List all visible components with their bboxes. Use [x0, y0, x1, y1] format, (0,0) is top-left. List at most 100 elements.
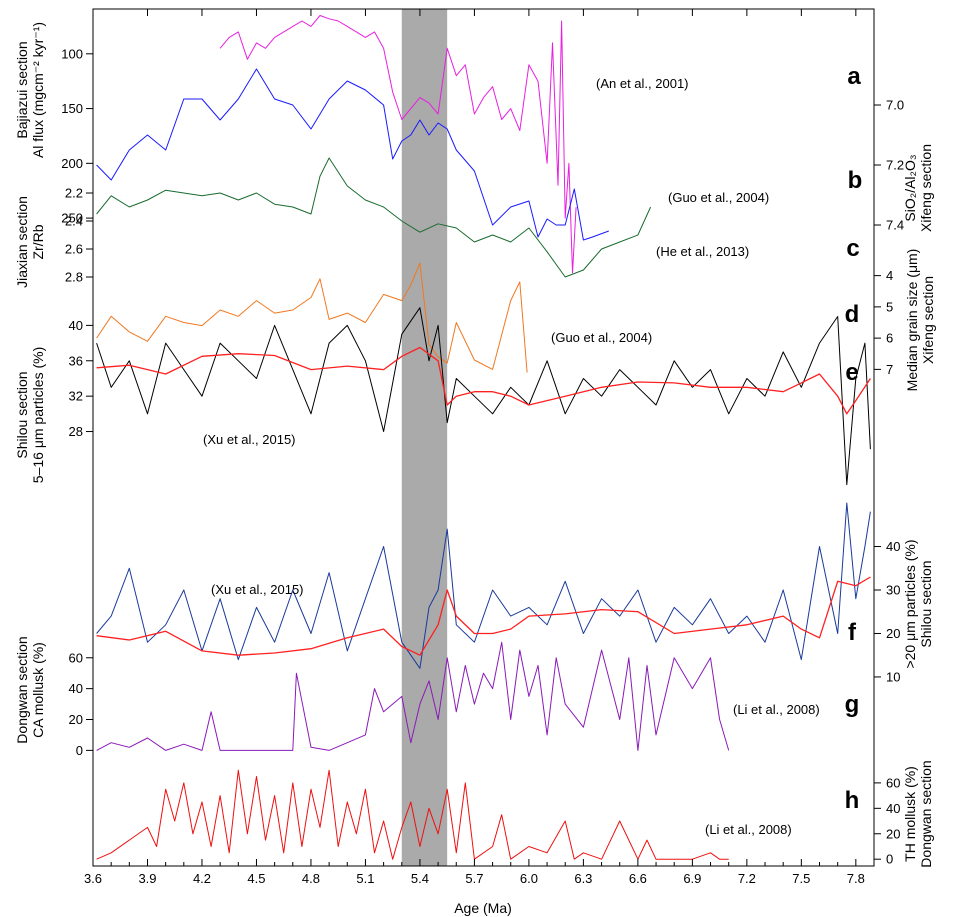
x-tick-label: 7.5	[792, 871, 810, 886]
y-tick-label-h: 0	[886, 852, 893, 867]
y-axis-label-g: Dongwan section CA mollusk (%)	[14, 636, 46, 743]
panel-letter-e: e	[845, 359, 858, 386]
panel-letter-c: c	[846, 235, 859, 262]
x-axis: 3.6 3.9 4.2 4.5 4.8 5.1 5.4 5.7 6.0 6.3 6.6 6.9 7.2 7…	[84, 9, 865, 886]
y-tick-label-d: 7	[886, 362, 893, 377]
x-tick-label: 4.2	[193, 871, 211, 886]
y-axis-label-line: >20 μm particles (%)	[902, 539, 918, 668]
y-tick-label-g: 0	[76, 743, 83, 758]
x-tick-label: 6.0	[520, 871, 538, 886]
series-e-smoothed-line	[96, 346, 871, 415]
y-axis-label-line: Dongwan section	[14, 636, 30, 743]
y-axis-label-d: Median grain size (μm) Xifeng section	[904, 249, 936, 392]
x-tick-label: 7.8	[847, 871, 865, 886]
y-axis-label-line: Bajiazui section	[14, 41, 30, 138]
x-tick-label: 3.9	[138, 871, 156, 886]
y-tick-label-d: 5	[886, 299, 893, 314]
y-tick-label-f: 20	[886, 626, 900, 641]
y-axis-label-line: CA mollusk (%)	[30, 642, 46, 738]
y-tick-label-e: 36	[69, 353, 83, 368]
y-tick-label-f: 30	[886, 583, 900, 598]
y-tick-label-g: 20	[69, 712, 83, 727]
panel-letter-h: h	[845, 787, 860, 814]
y-tick-label-a: 250	[61, 211, 83, 226]
y-axis-label-a: Bajiazui section Al flux (mgcm⁻² kyr⁻¹)	[14, 22, 46, 158]
citation-f: (Xu et al., 2015)	[211, 582, 304, 597]
y-tick-label-f: 40	[886, 539, 900, 554]
y-tick-label-e: 32	[69, 389, 83, 404]
y-tick-label-h: 20	[886, 826, 900, 841]
panel-labels-layer: Bajiazui section Al flux (mgcm⁻² kyr⁻¹) a (…	[14, 22, 936, 868]
series-d-line	[96, 262, 528, 373]
y-tick-label-g: 60	[69, 650, 83, 665]
panel-letter-g: g	[845, 691, 860, 718]
citation-g: (Li et al., 2008)	[733, 702, 820, 717]
y-axis-label-b: SiO₂/Al₂O₃ Xifeng section	[902, 144, 934, 232]
x-tick-label: 6.6	[629, 871, 647, 886]
x-tick-label: 6.9	[683, 871, 701, 886]
citation-a: (An et al., 2001)	[596, 76, 689, 91]
y-axis-label-line: Zr/Rb	[30, 224, 46, 259]
y-axis-label-line: Dongwan section	[918, 760, 934, 867]
y-axis-label-line: TH mollusk (%)	[902, 766, 918, 862]
y-tick-label-a: 200	[61, 156, 83, 171]
series-c-line	[96, 157, 652, 278]
y-tick-label-c: 2.8	[65, 270, 83, 285]
y-tick-label-b: 7.0	[886, 98, 904, 113]
panel-letter-d: d	[845, 301, 860, 328]
series-b-line	[96, 68, 609, 241]
x-tick-label: 3.6	[84, 871, 102, 886]
shaded-interval-layer	[401, 9, 448, 866]
y-axis-label-line: SiO₂/Al₂O₃	[902, 154, 918, 221]
y-axis-label-line: Xifeng section	[920, 276, 936, 364]
series-layer	[96, 15, 871, 860]
citation-h: (Li et al., 2008)	[705, 822, 792, 837]
citation-d: (Guo et al., 2004)	[551, 330, 652, 345]
x-tick-label: 4.5	[247, 871, 265, 886]
citation-b: (Guo et al., 2004)	[668, 190, 769, 205]
x-tick-label: 5.7	[465, 871, 483, 886]
y-axis-label-c: Jiaxian section Zr/Rb	[14, 196, 46, 288]
series-f-smoothed-line	[96, 576, 871, 656]
panel-letter-f: f	[848, 619, 857, 646]
y-tick-label-d: 4	[886, 268, 893, 283]
shaded-interval	[401, 9, 448, 866]
y-tick-label-c: 2.2	[65, 186, 83, 201]
y-axis-label-line: 5–16 μm particles (%)	[30, 347, 46, 483]
y-tick-label-a: 100	[61, 46, 83, 61]
y-tick-label-g: 40	[69, 681, 83, 696]
series-g-line	[96, 641, 730, 751]
y-tick-label-c: 2.4	[65, 214, 83, 229]
x-tick-label: 5.1	[356, 871, 374, 886]
y-tick-label-e: 40	[69, 318, 83, 333]
y-axis-label-f: >20 μm particles (%) Shilou section	[902, 539, 934, 668]
y-tick-label-f: 10	[886, 669, 900, 684]
y-axis-label-line: Jiaxian section	[14, 196, 30, 288]
y-tick-label-h: 40	[886, 801, 900, 816]
y-tick-label-e: 28	[69, 424, 83, 439]
y-tick-label-d: 6	[886, 331, 893, 346]
y-tick-label-a: 150	[61, 101, 83, 116]
y-axis-label-line: Shilou section	[918, 560, 934, 647]
y-axis-label-h: TH mollusk (%) Dongwan section	[902, 760, 934, 867]
x-tick-label: 7.2	[738, 871, 756, 886]
y-axis-label-e: Shilou section 5–16 μm particles (%)	[14, 347, 46, 483]
series-a-line	[219, 15, 577, 274]
x-axis-label: Age (Ma)	[454, 900, 512, 916]
y-axis-label-line: Al flux (mgcm⁻² kyr⁻¹)	[30, 22, 46, 158]
panel-letter-b: b	[848, 167, 863, 194]
series-h-line	[96, 769, 729, 860]
y-tick-label-b: 7.2	[886, 158, 904, 173]
series-f-line	[96, 502, 871, 669]
y-tick-label-c: 2.6	[65, 242, 83, 257]
panel-letter-a: a	[847, 63, 861, 90]
series-e-line	[96, 307, 871, 486]
y-tick-label-h: 60	[886, 775, 900, 790]
y-axis-label-line: Xifeng section	[918, 144, 934, 232]
y-tick-label-b: 7.4	[886, 218, 904, 233]
x-tick-label: 4.8	[302, 871, 320, 886]
y-axis-label-line: Median grain size (μm)	[904, 249, 920, 392]
x-tick-label: 6.3	[574, 871, 592, 886]
